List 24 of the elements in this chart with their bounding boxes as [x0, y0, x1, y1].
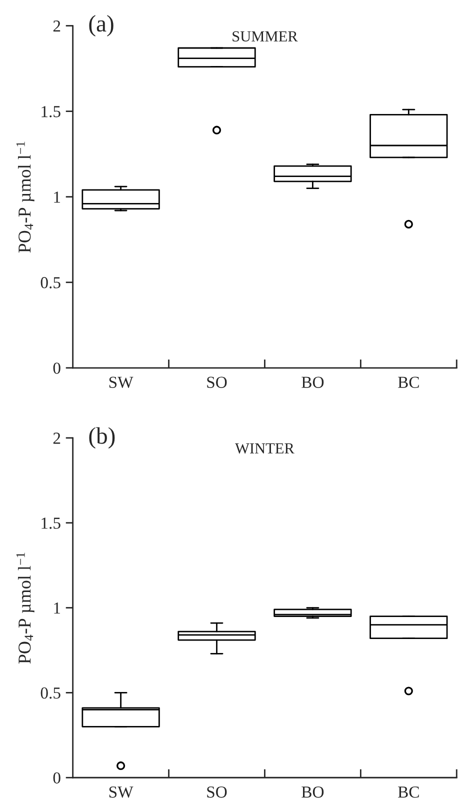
y-tick-label: 0.5: [40, 687, 60, 699]
y-tick-label: 1.5: [42, 106, 60, 118]
x-tick-label: SO: [207, 786, 227, 798]
y-tick-label: 2: [53, 20, 60, 32]
x-tick-label: SO: [207, 376, 227, 388]
x-tick-label: SW: [109, 786, 134, 798]
y-tick-label: 0: [53, 772, 60, 784]
y-tick-label: 1: [54, 602, 60, 614]
y-tick-label: 2: [53, 432, 60, 444]
x-tick-label: BO: [302, 786, 324, 798]
chart-title: SUMMER: [232, 31, 298, 42]
x-tick-label: BC: [398, 376, 419, 388]
annotation: (b): [89, 427, 115, 449]
y-tick-label: 0: [53, 362, 60, 374]
y-axis-title: PO$_{4}$-P µmol l$^{−1}$: [16, 552, 34, 664]
x-tick-label: BC: [398, 786, 419, 798]
y-axis-title: PO$_{4}$-P µmol l$^{−1}$: [16, 142, 34, 253]
y-tick-label: 1: [54, 192, 60, 203]
annotation: (a): [89, 15, 114, 36]
y-tick-label: 0.5: [40, 277, 60, 288]
y-tick-label: 1.5: [42, 518, 60, 529]
chart-title: WINTER: [235, 443, 294, 454]
x-tick-label: BO: [302, 376, 324, 388]
x-tick-label: SW: [109, 376, 134, 388]
